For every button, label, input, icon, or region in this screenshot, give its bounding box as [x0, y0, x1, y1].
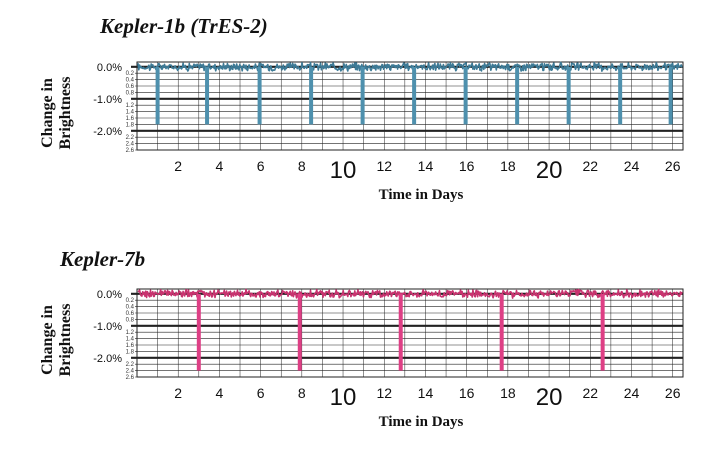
plot-frame	[136, 61, 684, 151]
series-group	[137, 288, 683, 371]
transit-dip	[499, 293, 504, 371]
x-axis-tick-labels: 2 4 6 8 10 12 14 16 18 20 22 24 26	[174, 384, 680, 411]
chart-title: Kepler-1b (TrES-2)	[99, 14, 268, 38]
x-axis-tick-label: 2	[174, 158, 182, 174]
x-axis-tick-label: 20	[536, 157, 563, 184]
x-axis-tick-labels: 2 4 6 8 10 12 14 16 18 20 22 24 26	[174, 157, 680, 184]
y-axis-minor-label: 0.6	[126, 311, 135, 317]
y-axis-label-line-1: Change in	[39, 78, 56, 148]
chart-grid	[131, 288, 684, 378]
y-axis-minor-label: 0.4	[126, 305, 135, 311]
brightness-series-line	[137, 61, 683, 72]
x-axis-tick-label: 26	[665, 158, 681, 174]
x-axis-tick-label: 22	[582, 158, 598, 174]
y-axis-minor-label: 1.6	[126, 343, 135, 349]
transit-dip	[463, 66, 468, 125]
y-axis-major-label: -1.0%	[93, 321, 122, 333]
y-axis-minor-label: 0.6	[126, 84, 135, 90]
y-axis-minor-label: 1.4	[126, 337, 135, 343]
x-axis-label: Time in Days	[379, 414, 464, 430]
y-axis-minor-label: 0.2	[126, 71, 135, 77]
y-axis-minor-label: 1.4	[126, 110, 135, 116]
y-axis-major-label: -1.0%	[93, 94, 122, 106]
transit-dip	[515, 66, 520, 125]
transit-dip	[297, 293, 302, 371]
x-axis-tick-label: 18	[500, 158, 516, 174]
x-axis-tick-label: 16	[459, 385, 475, 401]
x-axis-tick-label: 6	[257, 385, 265, 401]
x-axis-tick-label: 10	[330, 384, 357, 411]
y-axis-minor-label: 0.8	[126, 317, 135, 323]
x-axis-tick-label: 18	[500, 385, 516, 401]
chart-title: Kepler-7b	[59, 247, 145, 271]
y-axis-minor-label: 2.2	[126, 362, 135, 368]
transit-dip	[205, 66, 210, 125]
y-axis-minor-label: 1.2	[126, 330, 135, 336]
y-axis-minor-label: 2.2	[126, 135, 135, 141]
x-axis-tick-label: 16	[459, 158, 475, 174]
chart-grid	[131, 61, 684, 151]
transit-dip	[257, 66, 262, 125]
y-axis-minor-label: 1.6	[126, 116, 135, 122]
x-axis-tick-label: 10	[330, 157, 357, 184]
y-axis-major-label: 0.0%	[97, 289, 122, 301]
y-axis-labels: 0.0% -1.0% -2.0% 0.20.40.60.8 1.21.41.61.8 2.…	[93, 289, 134, 381]
x-axis-tick-label: 14	[418, 385, 434, 401]
x-axis-tick-label: 20	[536, 384, 563, 411]
y-axis-label-line-2: Brightness	[57, 304, 74, 377]
x-axis-tick-label: 24	[624, 385, 640, 401]
y-axis-minor-label: 0.2	[126, 298, 135, 304]
transit-dip	[566, 66, 571, 125]
y-axis-minor-label: 1.2	[126, 103, 135, 109]
x-axis-tick-label: 12	[376, 385, 392, 401]
series-group	[137, 61, 683, 125]
y-axis-minor-label: 2.4	[126, 369, 135, 375]
y-axis-minor-label: 0.4	[126, 78, 135, 84]
y-axis-labels: 0.0% -1.0% -2.0% 0.20.40.60.8 1.21.41.61.8 2.…	[93, 62, 134, 154]
transit-dip	[412, 66, 417, 125]
transit-dip	[398, 293, 403, 371]
x-axis-label: Time in Days	[379, 187, 464, 203]
light-curve-panel-kepler-7b: Kepler-7b Change in Brightness 0.0% -1.0%…	[39, 247, 684, 430]
transit-dip	[309, 66, 314, 125]
x-axis-tick-label: 4	[216, 385, 224, 401]
y-axis-label-line-2: Brightness	[57, 77, 74, 150]
transit-dip	[668, 66, 673, 125]
y-axis-major-label: 0.0%	[97, 62, 122, 74]
x-axis-tick-label: 8	[298, 158, 306, 174]
x-axis-tick-label: 2	[174, 385, 182, 401]
y-axis-major-label: -2.0%	[93, 126, 122, 138]
light-curve-panel-kepler-1b: Kepler-1b (TrES-2) Change in Brightness …	[39, 14, 684, 203]
x-axis-tick-label: 6	[257, 158, 265, 174]
x-axis-tick-label: 22	[582, 385, 598, 401]
transit-dip	[196, 293, 201, 371]
x-axis-tick-label: 24	[624, 158, 640, 174]
y-axis-major-label: -2.0%	[93, 353, 122, 365]
y-axis-minor-label: 0.8	[126, 90, 135, 96]
y-axis-minor-label: 2.6	[126, 148, 135, 154]
brightness-series-line	[137, 288, 683, 299]
transit-dip	[618, 66, 623, 125]
transit-dip	[600, 293, 605, 371]
transit-dip	[360, 66, 365, 125]
y-axis-minor-label: 1.8	[126, 122, 135, 128]
x-axis-tick-label: 26	[665, 385, 681, 401]
y-axis-minor-label: 2.6	[126, 375, 135, 381]
x-axis-tick-label: 12	[376, 158, 392, 174]
transit-dip	[155, 66, 160, 125]
x-axis-tick-label: 8	[298, 385, 306, 401]
y-axis-minor-label: 1.8	[126, 349, 135, 355]
x-axis-tick-label: 4	[216, 158, 224, 174]
y-axis-minor-label: 2.4	[126, 142, 135, 148]
x-axis-tick-label: 14	[418, 158, 434, 174]
y-axis-label-line-1: Change in	[39, 305, 56, 375]
